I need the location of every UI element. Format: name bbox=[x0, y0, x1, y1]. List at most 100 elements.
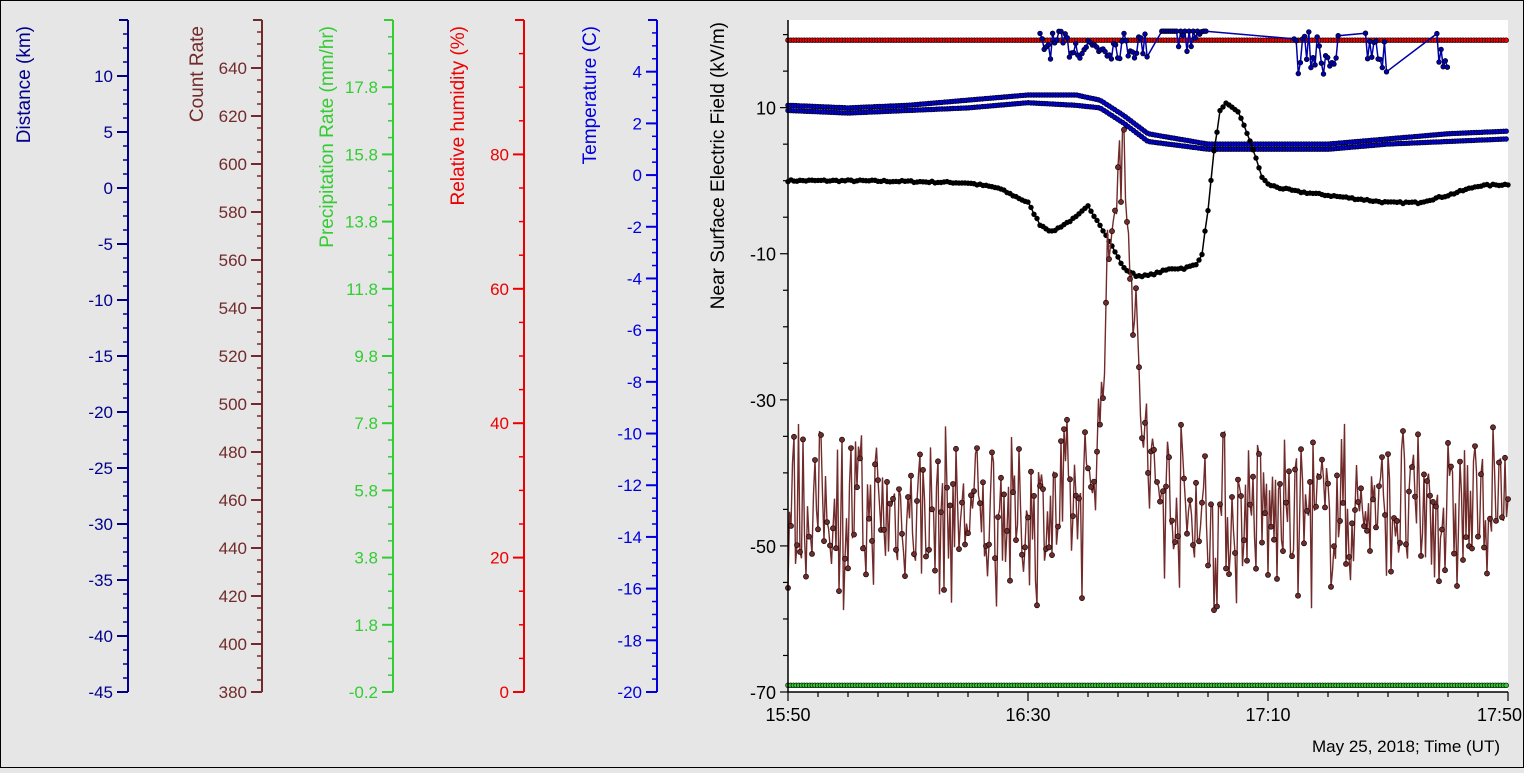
data-point bbox=[1490, 424, 1496, 431]
tick-label: 5.8 bbox=[354, 481, 378, 500]
data-point bbox=[1505, 182, 1511, 188]
data-point bbox=[1274, 576, 1280, 582]
data-point bbox=[1385, 451, 1391, 457]
data-point bbox=[1054, 37, 1060, 43]
tick-label: 5 bbox=[104, 123, 113, 142]
data-point bbox=[1478, 471, 1484, 478]
data-point bbox=[1123, 38, 1129, 44]
data-point bbox=[926, 546, 932, 553]
data-point bbox=[1139, 435, 1145, 441]
data-point bbox=[1034, 215, 1040, 222]
data-point bbox=[1388, 568, 1394, 575]
data-point bbox=[887, 500, 893, 507]
tick-label: 60 bbox=[490, 280, 509, 299]
tick-label: 9.8 bbox=[354, 347, 378, 366]
data-point bbox=[1019, 551, 1025, 558]
data-point bbox=[1045, 41, 1052, 48]
data-point bbox=[1067, 476, 1073, 483]
x-tick-label: 17:10 bbox=[1245, 705, 1290, 725]
data-point bbox=[1241, 537, 1247, 544]
data-point bbox=[1058, 438, 1064, 444]
data-point bbox=[1097, 222, 1103, 229]
data-point bbox=[1154, 479, 1160, 485]
data-point bbox=[1379, 64, 1386, 71]
data-point bbox=[1331, 61, 1337, 67]
tick-label: -35 bbox=[88, 571, 113, 590]
tick-label: -20 bbox=[88, 403, 113, 422]
data-point bbox=[1094, 217, 1100, 224]
data-point bbox=[1238, 493, 1244, 499]
data-point bbox=[1066, 54, 1073, 60]
data-point bbox=[1082, 429, 1088, 436]
data-point bbox=[1412, 493, 1418, 500]
data-point bbox=[896, 486, 902, 492]
data-point bbox=[1324, 54, 1331, 61]
tick-label: -16 bbox=[617, 580, 642, 599]
data-point bbox=[1297, 59, 1304, 66]
data-point bbox=[938, 509, 944, 515]
data-point bbox=[1208, 501, 1214, 508]
series-4 bbox=[785, 100, 1511, 280]
tick-label: 11.8 bbox=[346, 280, 378, 299]
data-point bbox=[1180, 32, 1186, 39]
data-point bbox=[1304, 507, 1310, 514]
data-point bbox=[1001, 491, 1007, 498]
tick-label: 460 bbox=[219, 491, 247, 510]
data-point bbox=[1256, 165, 1262, 171]
data-point bbox=[1505, 496, 1511, 502]
x-tick-label: 16:30 bbox=[1005, 705, 1050, 725]
data-point bbox=[1421, 471, 1427, 478]
data-point bbox=[875, 477, 881, 483]
data-point bbox=[1188, 43, 1194, 50]
data-point bbox=[1010, 489, 1016, 496]
data-point bbox=[1136, 364, 1142, 371]
data-point bbox=[1145, 469, 1151, 476]
data-point bbox=[1061, 426, 1067, 432]
data-point bbox=[1184, 530, 1190, 537]
data-point bbox=[1013, 537, 1019, 543]
data-point bbox=[1060, 40, 1066, 46]
data-point bbox=[1256, 450, 1262, 457]
data-point bbox=[989, 449, 995, 456]
data-point bbox=[1121, 30, 1127, 37]
data-point bbox=[1442, 58, 1449, 64]
data-point bbox=[815, 526, 821, 533]
data-point bbox=[1178, 421, 1184, 428]
data-point bbox=[1303, 56, 1310, 62]
data-point bbox=[1320, 71, 1327, 77]
data-point bbox=[1049, 552, 1055, 558]
series-2 bbox=[785, 92, 1509, 147]
data-point bbox=[1355, 499, 1361, 505]
tick-label: -30 bbox=[88, 515, 113, 534]
data-point bbox=[1415, 431, 1421, 438]
data-point bbox=[1292, 466, 1298, 473]
data-point bbox=[1157, 498, 1163, 505]
data-point bbox=[1199, 251, 1205, 258]
data-point bbox=[1199, 499, 1205, 506]
data-point bbox=[1025, 199, 1031, 205]
data-point bbox=[1144, 54, 1150, 60]
data-point bbox=[866, 515, 872, 522]
main-tick-label: -70 bbox=[750, 683, 776, 703]
data-point bbox=[1377, 56, 1383, 63]
data-point bbox=[1262, 177, 1268, 184]
data-point bbox=[1383, 69, 1390, 75]
data-point bbox=[1277, 480, 1283, 487]
main-tick-label: 10 bbox=[756, 99, 776, 119]
data-point bbox=[1193, 479, 1199, 486]
data-point bbox=[1293, 37, 1299, 44]
data-point bbox=[1133, 50, 1140, 56]
data-point bbox=[956, 546, 962, 552]
data-point bbox=[1070, 49, 1077, 56]
series-3 bbox=[785, 99, 1509, 152]
data-point bbox=[1289, 553, 1295, 560]
data-point bbox=[1472, 443, 1478, 449]
data-point bbox=[890, 495, 896, 502]
data-point bbox=[839, 436, 845, 443]
data-point bbox=[1220, 104, 1226, 110]
data-point bbox=[1503, 682, 1509, 688]
data-point bbox=[1140, 50, 1146, 57]
data-point bbox=[1337, 518, 1343, 524]
data-point bbox=[803, 573, 809, 580]
